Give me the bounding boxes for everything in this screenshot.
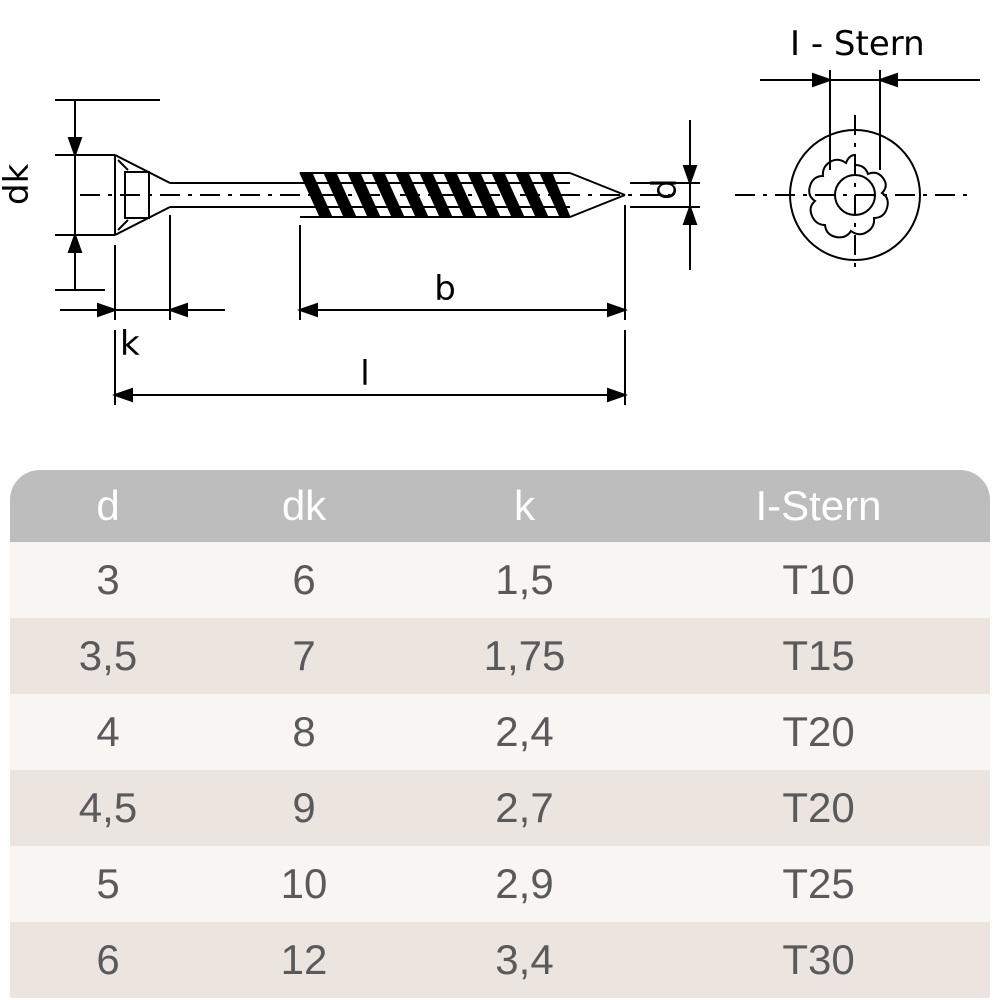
table-row: 4,5 9 2,7 T20 xyxy=(10,770,990,846)
cell: 1,5 xyxy=(402,542,647,618)
cell: 4,5 xyxy=(10,770,206,846)
cell: 2,7 xyxy=(402,770,647,846)
spec-table-container: d dk k I-Stern 3 6 1,5 T10 3,5 7 1,75 T1 xyxy=(10,470,990,998)
cell: T20 xyxy=(647,770,990,846)
cell: T15 xyxy=(647,618,990,694)
cell: 1,75 xyxy=(402,618,647,694)
table-row: 4 8 2,4 T20 xyxy=(10,694,990,770)
cell: T25 xyxy=(647,846,990,922)
cell: T10 xyxy=(647,542,990,618)
label-k: k xyxy=(120,324,140,364)
col-header-dk: dk xyxy=(206,470,402,542)
cell: 9 xyxy=(206,770,402,846)
label-l: l xyxy=(360,354,369,394)
table-row: 3 6 1,5 T10 xyxy=(10,542,990,618)
table-header-row: d dk k I-Stern xyxy=(10,470,990,542)
cell: 3,5 xyxy=(10,618,206,694)
col-header-d: d xyxy=(10,470,206,542)
cell: T30 xyxy=(647,922,990,998)
cell: 4 xyxy=(10,694,206,770)
spec-table: d dk k I-Stern 3 6 1,5 T10 3,5 7 1,75 T1 xyxy=(10,470,990,998)
cell: 10 xyxy=(206,846,402,922)
table-row: 5 10 2,9 T25 xyxy=(10,846,990,922)
col-header-k: k xyxy=(402,470,647,542)
cell: 2,9 xyxy=(402,846,647,922)
cell: 2,4 xyxy=(402,694,647,770)
cell: 6 xyxy=(10,922,206,998)
label-b: b xyxy=(434,269,456,309)
label-dk: dk xyxy=(0,163,37,205)
cell: 3,4 xyxy=(402,922,647,998)
cell: 12 xyxy=(206,922,402,998)
diagram-svg: dk k b l d I - Stern xyxy=(0,0,1000,450)
label-istern: I - Stern xyxy=(790,24,925,64)
cell: 6 xyxy=(206,542,402,618)
col-header-istern: I-Stern xyxy=(647,470,990,542)
page: dk k b l d I - Stern d dk k I-Stern xyxy=(0,0,1000,1000)
cell: 8 xyxy=(206,694,402,770)
cell: T20 xyxy=(647,694,990,770)
cell: 3 xyxy=(10,542,206,618)
cell: 7 xyxy=(206,618,402,694)
cell: 5 xyxy=(10,846,206,922)
label-d: d xyxy=(645,178,685,200)
table-row: 6 12 3,4 T30 xyxy=(10,922,990,998)
table-row: 3,5 7 1,75 T15 xyxy=(10,618,990,694)
screw-diagram: dk k b l d I - Stern xyxy=(0,0,1000,450)
